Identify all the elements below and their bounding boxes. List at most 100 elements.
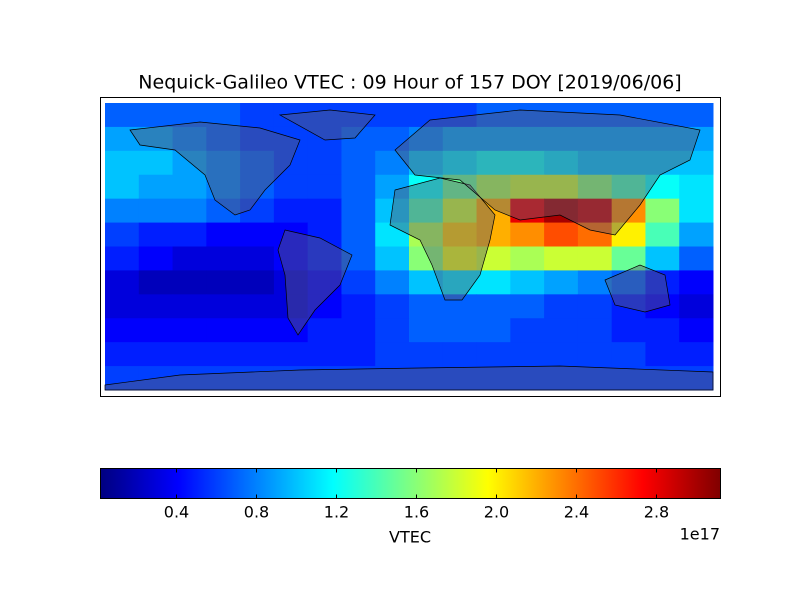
heatmap-cell [544,366,579,391]
heatmap-cell [172,366,207,391]
heatmap-cell [611,342,646,367]
heatmap-cell [544,246,579,271]
heatmap-cell [645,150,680,176]
heatmap-cell [679,222,714,247]
heatmap-cell [611,198,646,224]
heatmap-cell [409,366,444,391]
colorbar-tick-label: 0.4 [164,503,189,522]
heatmap-cell [138,222,174,247]
heatmap-cell [375,342,410,367]
heatmap-cell [510,342,545,367]
north-america [129,121,301,216]
heatmap-cell [138,270,174,295]
heatmap-cell [341,294,376,319]
heatmap-cell [138,318,174,343]
heatmap-cell [510,126,545,152]
heatmap-cell [611,174,646,200]
heatmap-cell [476,366,511,391]
colorbar-label: VTEC [389,528,431,547]
heatmap-cell [679,270,714,295]
heatmap-cell [577,294,613,319]
heatmap-cell [577,366,613,391]
heatmap-cell [645,126,680,152]
heatmap-cell [273,198,309,224]
heatmap-cell [476,222,511,247]
eurasia [394,109,701,236]
heatmap-cell [679,318,714,343]
heatmap-cell [307,294,342,319]
heatmap-cell [476,270,511,295]
greenland [278,109,376,141]
heatmap-cell [577,174,613,200]
heatmap-cell [307,318,342,343]
colorbar-offset: 1e17 [680,525,720,544]
heatmap-cell [375,366,410,391]
heatmap-cell [105,174,140,200]
heatmap-cell [240,126,275,152]
heatmap-cell [172,174,207,200]
heatmap-cell [679,126,714,152]
heatmap-cell [476,150,511,176]
heatmap-cell [409,222,444,247]
heatmap-cell [375,270,410,295]
heatmap-cell [307,342,342,367]
heatmap-cell [240,246,275,271]
heatmap-cell [577,270,613,295]
heatmap-cell [510,222,545,247]
heatmap-cell [577,150,613,176]
heatmap-cell [172,342,207,367]
heatmap-cell [172,270,207,295]
heatmap-cell [307,366,342,391]
colorbar-tick-label: 2.0 [484,503,509,522]
heatmap-cell [206,342,241,367]
heatmap-cell [476,126,511,152]
south-america [277,229,353,336]
heatmap-cell [510,150,545,176]
heatmap-cell [307,246,342,271]
heatmap-cell [105,222,140,247]
heatmap-cell [577,318,613,343]
heatmap-cell [240,222,275,247]
heatmap-cell [679,342,714,367]
heatmap-cell [341,318,376,343]
heatmap-cell [476,294,511,319]
heatmap-cell [611,246,646,271]
heatmap-cell [577,246,613,271]
heatmap-cell [679,198,714,224]
heatmap-cell [611,222,646,247]
heatmap-cell [105,270,140,295]
heatmap-cell [409,126,444,152]
heatmap-cell [206,198,241,224]
heatmap-cell [375,150,410,176]
heatmap-cell [679,294,714,319]
heatmap-cell [341,366,376,391]
heatmap-cell [105,246,140,271]
heatmap-cell [206,246,241,271]
heatmap-cell [375,246,410,271]
heatmap-cell [138,246,174,271]
heatmap-cell [206,126,241,152]
heatmap-cell [645,174,680,200]
colorbar-tick-label: 1.6 [404,503,429,522]
heatmap-cell [476,103,511,128]
heatmap-cell [307,222,342,247]
heatmap-cell [105,366,140,391]
heatmap-cell [273,342,309,367]
heatmap-cell [577,126,613,152]
heatmap-cell [375,126,410,152]
heatmap-cell [273,126,309,152]
heatmap-cell [172,126,207,152]
heatmap-cell [375,318,410,343]
heatmap-cell [240,294,275,319]
australia [604,264,671,313]
heatmap-cell [307,174,342,200]
heatmap-cell [172,246,207,271]
heatmap-cell [240,150,275,176]
heatmap-cell [645,270,680,295]
heatmap-cell [611,150,646,176]
heatmap-cell [679,103,714,128]
heatmap-cell [105,318,140,343]
heatmap-cell [442,222,478,247]
heatmap-cell [611,366,646,391]
